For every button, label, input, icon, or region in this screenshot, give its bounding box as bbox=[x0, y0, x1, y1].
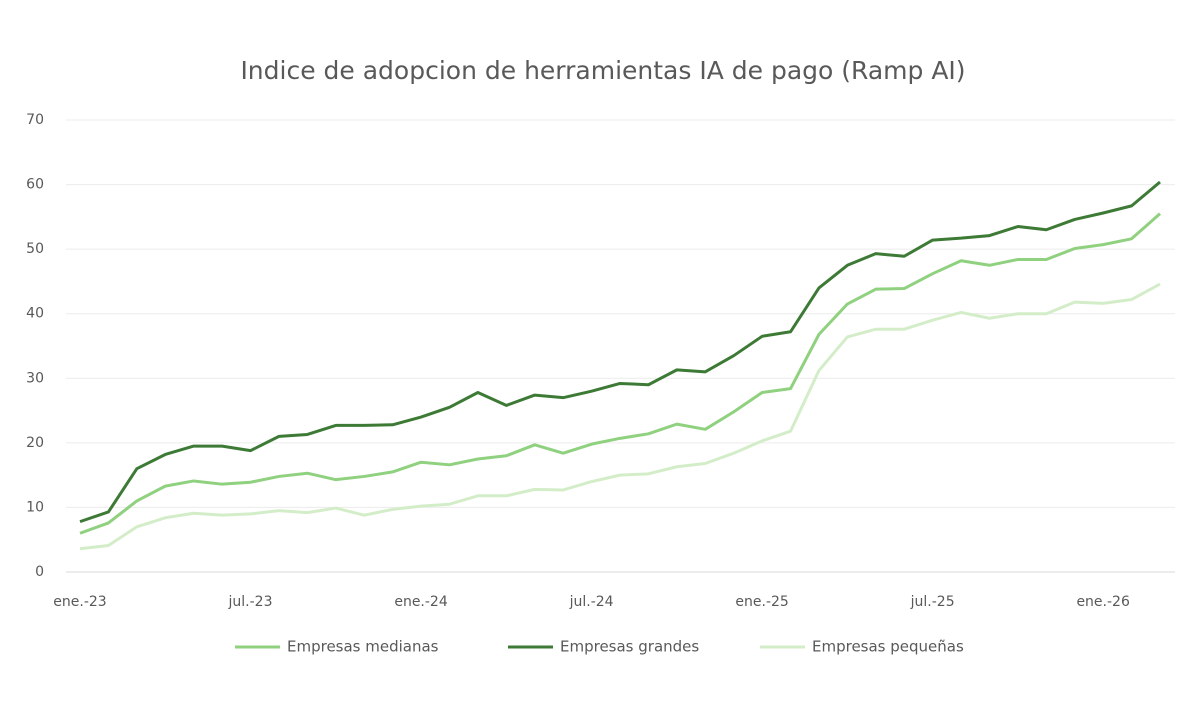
y-tick-label: 70 bbox=[26, 112, 44, 128]
series-line bbox=[79, 212, 1161, 535]
y-tick-label: 10 bbox=[26, 499, 44, 515]
legend-label: Empresas medianas bbox=[287, 638, 439, 656]
x-tick-label: ene.-26 bbox=[1076, 594, 1130, 610]
x-tick-label: ene.-24 bbox=[394, 594, 448, 610]
y-tick-label: 40 bbox=[26, 306, 44, 322]
x-tick-label: ene.-23 bbox=[53, 594, 106, 610]
y-tick-label: 30 bbox=[26, 370, 44, 386]
x-tick-label: ene.-25 bbox=[735, 594, 788, 610]
chart-title: Indice de adopcion de herramientas IA de… bbox=[240, 56, 965, 85]
y-tick-label: 60 bbox=[26, 177, 44, 193]
y-tick-label: 20 bbox=[26, 435, 44, 451]
y-tick-label: 50 bbox=[26, 241, 44, 257]
legend-label: Empresas grandes bbox=[560, 638, 699, 656]
x-tick-label: jul.-25 bbox=[910, 594, 955, 610]
legend-label: Empresas pequeñas bbox=[812, 638, 964, 656]
x-tick-label: jul.-23 bbox=[228, 594, 273, 610]
y-tick-label: 0 bbox=[35, 564, 44, 580]
series-line bbox=[79, 180, 1161, 524]
x-tick-label: jul.-24 bbox=[569, 594, 614, 610]
series-line bbox=[79, 282, 1161, 551]
